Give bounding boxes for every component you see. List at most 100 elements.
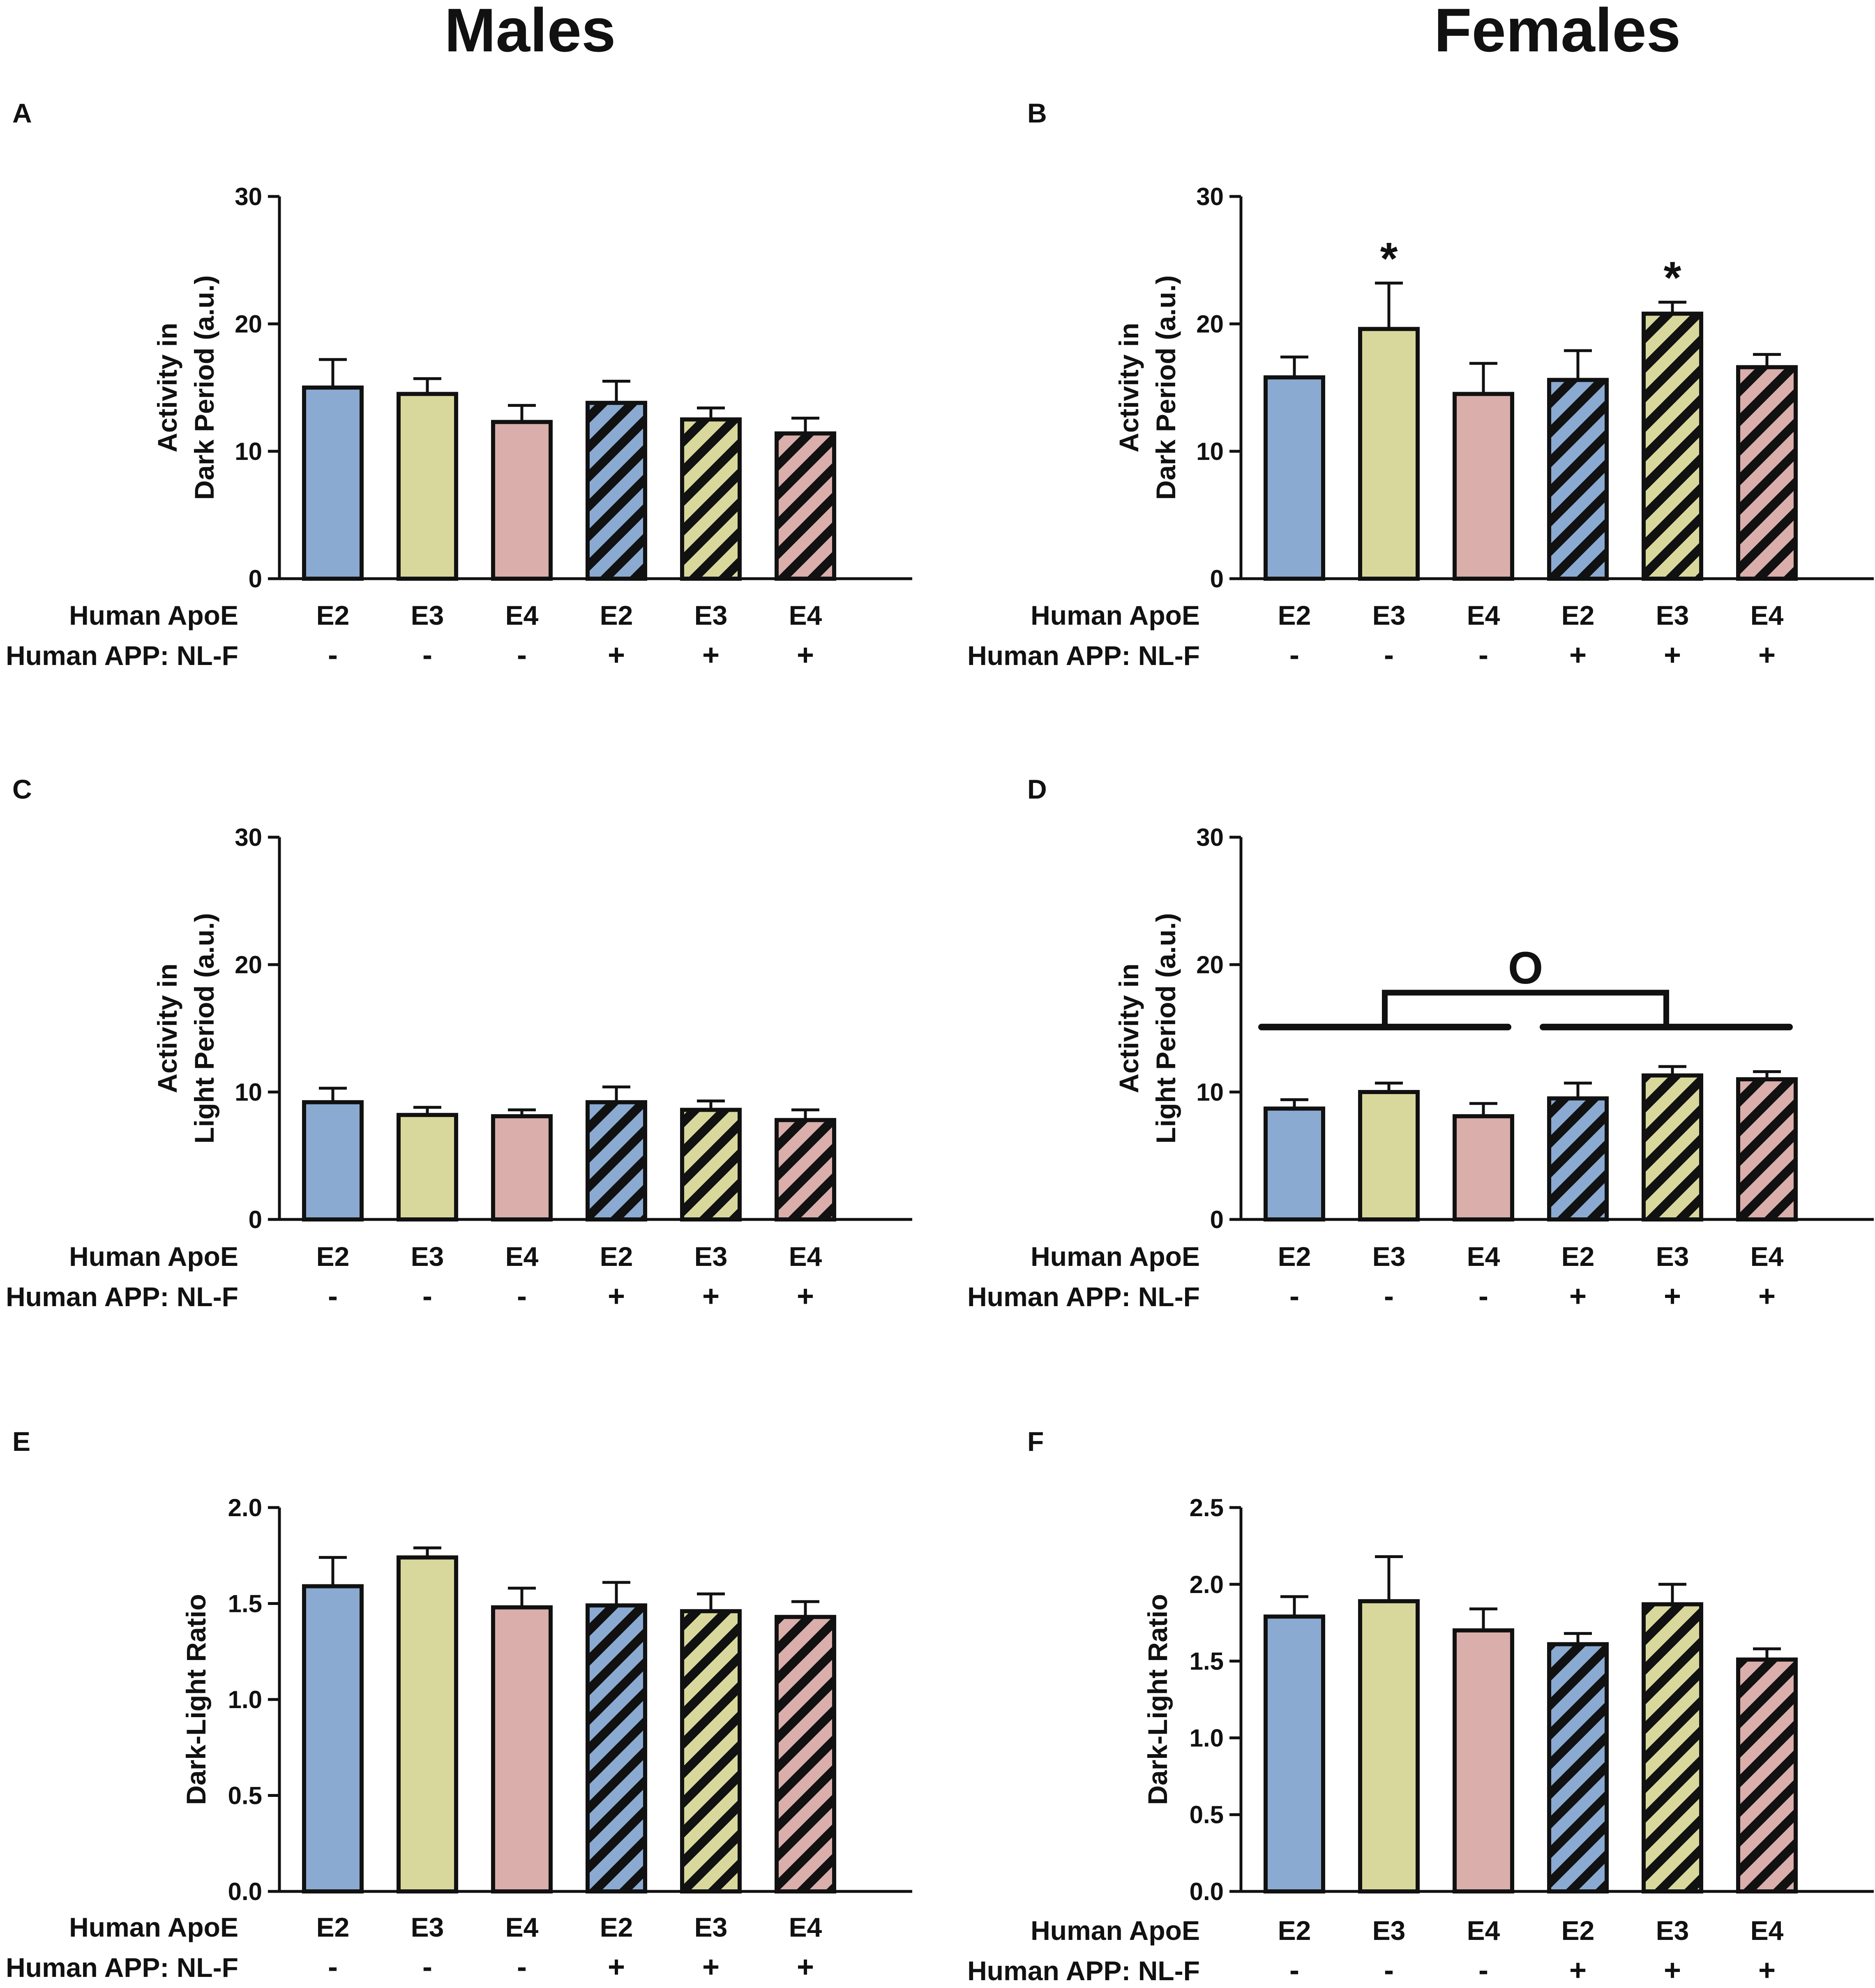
bar-e3-app-minus <box>399 394 456 579</box>
row-label-apoe: Human ApoE <box>69 600 238 630</box>
category-label: E2 <box>1561 1915 1595 1946</box>
bar-e2-app-minus <box>304 1586 362 1891</box>
category-label: E4 <box>1467 600 1500 630</box>
bar-outline <box>680 1108 742 1221</box>
bar-outline <box>397 392 458 581</box>
category-label: E2 <box>600 600 633 630</box>
bar-outline <box>397 1555 458 1893</box>
column-title-females: Females <box>1434 0 1681 65</box>
y-tick-label: 0.5 <box>1190 1801 1224 1829</box>
app-nlf-sign: + <box>1664 1954 1681 1986</box>
bar-outline <box>1453 1114 1514 1221</box>
category-label: E3 <box>1372 1915 1406 1946</box>
bar-hatch <box>1549 1098 1607 1219</box>
bar-hatch <box>588 1102 645 1219</box>
row-label-apoe: Human ApoE <box>69 1241 238 1272</box>
bar-outline <box>586 1100 647 1222</box>
y-tick-label: 2.0 <box>228 1494 262 1522</box>
app-nlf-sign: + <box>608 639 625 672</box>
bar-outline <box>491 420 553 581</box>
app-nlf-sign: - <box>1478 1954 1488 1986</box>
app-nlf-sign: + <box>1758 1954 1776 1986</box>
app-nlf-sign: - <box>1289 1280 1299 1313</box>
app-nlf-sign: - <box>1384 639 1394 672</box>
y-tick-label: 20 <box>1196 951 1224 979</box>
bar-outline <box>1736 1077 1798 1221</box>
app-nlf-sign: - <box>328 639 338 672</box>
bar-hatch <box>682 1611 740 1891</box>
panel-letter: C <box>12 774 32 804</box>
bar-outline <box>1264 375 1325 581</box>
app-nlf-sign: - <box>1289 1954 1299 1986</box>
app-nlf-sign: + <box>1758 1280 1776 1313</box>
category-label: E2 <box>316 1241 350 1272</box>
app-nlf-sign: + <box>1664 1280 1681 1313</box>
bar-outline <box>775 431 836 581</box>
y-axis-label-line2: Light Period (a.u.) <box>189 913 219 1144</box>
category-label: E4 <box>1467 1915 1500 1946</box>
y-axis-label-line2: Dark Period (a.u.) <box>1151 275 1181 500</box>
bar-outline <box>302 1584 364 1893</box>
category-label: E3 <box>411 1241 444 1272</box>
bar-outline <box>680 417 742 581</box>
category-label: E4 <box>1750 600 1784 630</box>
bar-hatch <box>777 1120 834 1219</box>
y-axis-label: Dark-Light Ratio <box>181 1594 211 1805</box>
y-tick-label: 0.0 <box>228 1878 262 1905</box>
y-tick-label: 1.0 <box>228 1686 262 1713</box>
y-tick-label: 10 <box>1196 438 1224 465</box>
y-tick-label: 1.5 <box>1190 1648 1224 1675</box>
bar-e4-app-minus <box>493 422 551 579</box>
y-tick-label: 2.5 <box>1190 1494 1224 1522</box>
y-tick-label: 30 <box>1196 824 1224 851</box>
category-label: E2 <box>1278 1915 1311 1946</box>
bar-outline <box>1547 1642 1609 1893</box>
bar-e3-app-minus <box>1360 329 1418 579</box>
category-label: E2 <box>1561 1241 1595 1272</box>
bar-hatch <box>1738 1079 1796 1219</box>
bar-hatch <box>1644 1075 1701 1219</box>
category-label: E4 <box>789 1912 822 1942</box>
app-nlf-sign: - <box>1384 1280 1394 1313</box>
bar-outline <box>775 1615 836 1893</box>
y-tick-label: 10 <box>235 1078 262 1106</box>
bar-outline <box>1453 1628 1514 1893</box>
app-nlf-sign: + <box>1758 639 1776 672</box>
category-label: E3 <box>1656 1241 1689 1272</box>
bar-hatch <box>1738 1659 1796 1891</box>
app-nlf-sign: + <box>1569 639 1587 672</box>
bar-hatch <box>1549 380 1607 579</box>
panel-letter: F <box>1027 1426 1044 1457</box>
column-title-males: Males <box>445 0 616 65</box>
app-nlf-sign: + <box>702 1280 720 1313</box>
row-label-app-nlf: Human APP: NL-F <box>967 640 1200 671</box>
bracket-significance-label: O <box>1508 943 1543 993</box>
bar-e3-app-minus <box>1360 1601 1418 1891</box>
y-axis-label-line1: Activity in <box>152 963 182 1093</box>
category-label: E4 <box>789 600 822 630</box>
bar-outline <box>775 1118 836 1221</box>
app-nlf-sign: + <box>797 1280 814 1313</box>
bar-outline <box>1264 1106 1325 1222</box>
category-label: E4 <box>505 1912 539 1942</box>
bar-e4-app-minus <box>493 1116 551 1219</box>
y-tick-label: 10 <box>1196 1078 1224 1106</box>
bar-outline <box>1642 1073 1703 1221</box>
y-axis-label-line2: Dark Period (a.u.) <box>189 275 219 500</box>
bar-outline <box>302 1100 364 1222</box>
panel-letter: B <box>1027 98 1047 128</box>
bar-outline <box>1642 1602 1703 1893</box>
y-tick-label: 20 <box>235 951 262 979</box>
row-label-apoe: Human ApoE <box>1031 600 1200 630</box>
bar-hatch <box>682 419 740 579</box>
chart-panel-a: A 0 10 20 30 Activity in Dark Period (a.u.) Hum… <box>6 98 912 672</box>
y-tick-label: 30 <box>235 824 262 851</box>
category-label: E2 <box>600 1912 633 1942</box>
app-nlf-sign: + <box>797 1951 814 1983</box>
significance-star: * <box>1380 233 1398 284</box>
bar-e2-app-minus <box>304 388 362 579</box>
app-nlf-sign: - <box>517 1951 527 1983</box>
bar-e4-app-minus <box>493 1607 551 1891</box>
